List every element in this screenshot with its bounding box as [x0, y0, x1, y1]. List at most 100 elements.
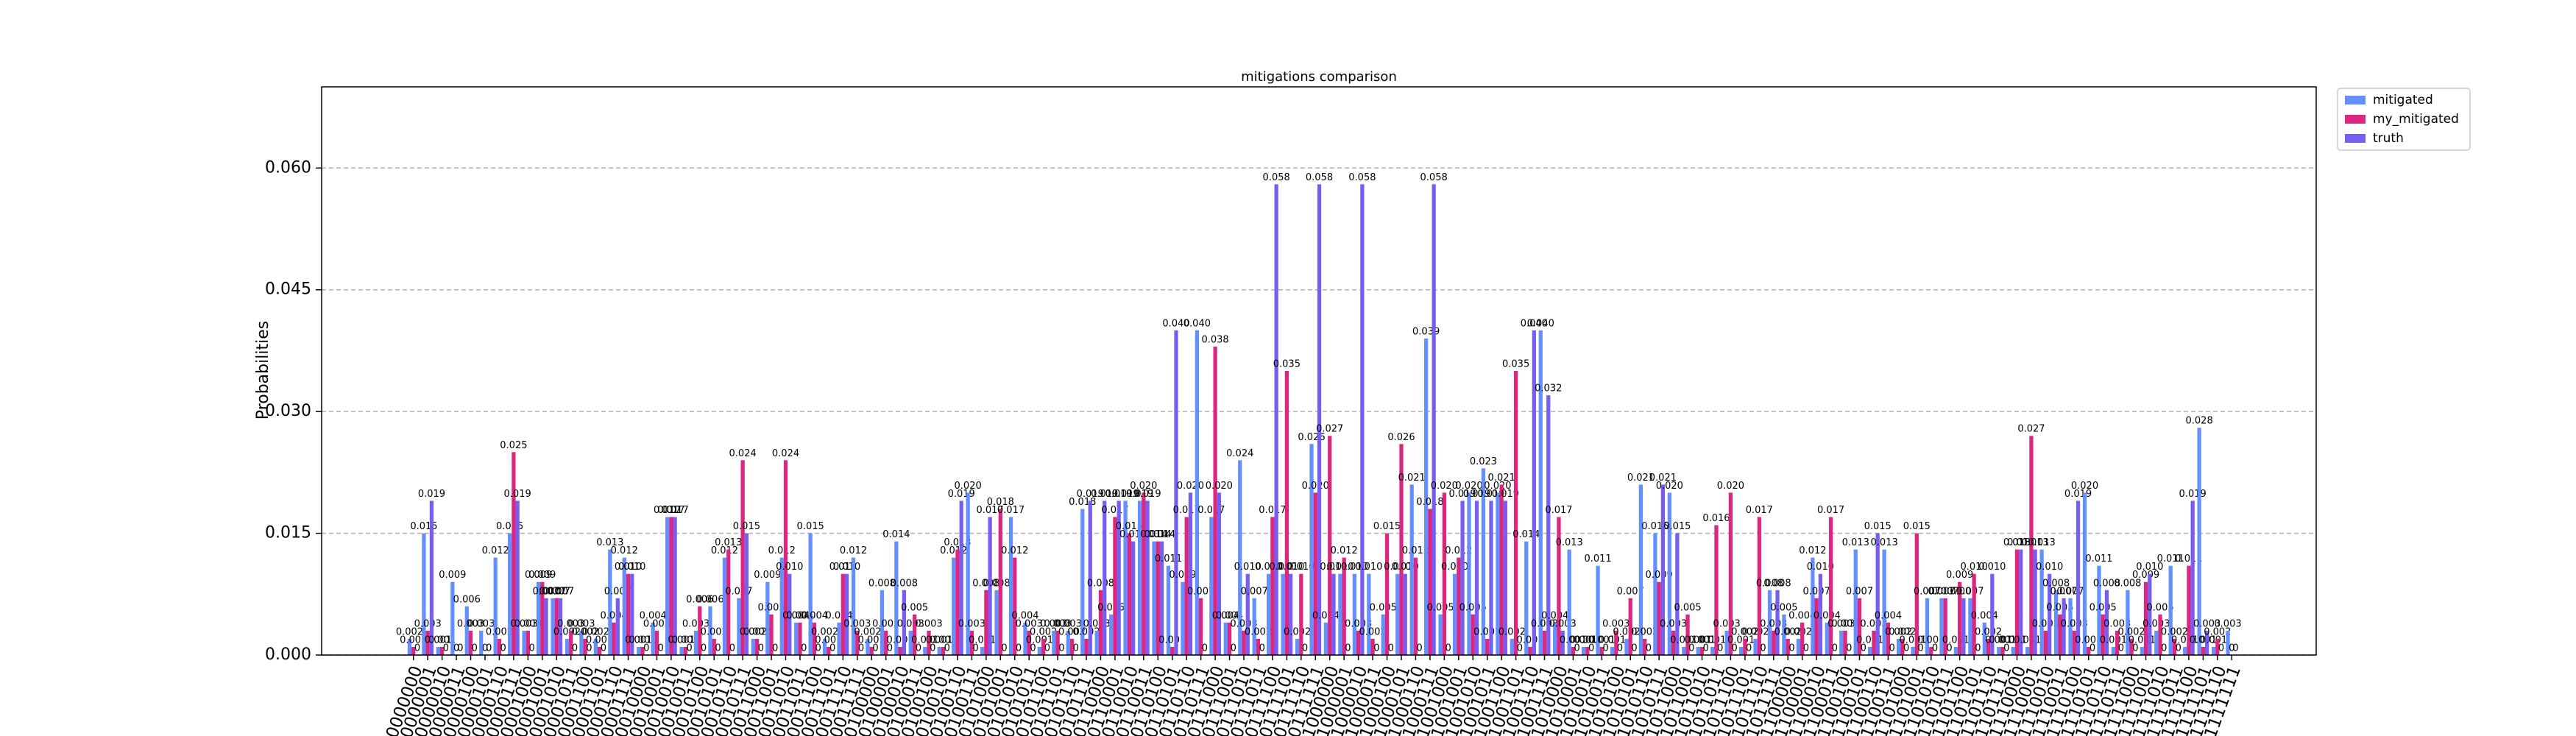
bar	[959, 500, 963, 655]
bar	[1213, 346, 1217, 655]
data-label: 0.010	[1961, 562, 1988, 573]
data-label: 0.007	[532, 586, 559, 597]
data-label: 0.001	[668, 634, 695, 645]
data-label: 0.001	[1588, 634, 1616, 645]
data-label: 0.014	[1140, 529, 1167, 540]
data-label: 0.021	[1627, 473, 1655, 484]
bar	[468, 630, 473, 655]
data-label: 0.002	[486, 626, 513, 637]
data-label: 0.003	[514, 618, 542, 629]
data-label: 0.011	[2085, 553, 2112, 565]
bar	[902, 590, 907, 655]
bar	[640, 646, 645, 655]
bar	[1384, 533, 1390, 655]
data-label: 0.004	[786, 610, 813, 621]
legend-label: truth	[2373, 131, 2404, 146]
data-label: 0.002	[1785, 626, 1812, 637]
bar	[1457, 557, 1461, 655]
data-label: 0.002	[1631, 626, 1658, 637]
data-label: 0.020	[1177, 481, 1204, 492]
bar	[1775, 590, 1780, 655]
legend-label: my_mitigated	[2373, 112, 2459, 127]
bar	[941, 646, 946, 655]
data-label: 0	[572, 643, 578, 654]
bar	[808, 533, 813, 655]
bar	[2172, 638, 2177, 655]
data-label: 0.007	[539, 586, 566, 597]
y-tick-label: 0.015	[265, 524, 311, 542]
data-label: 0.002	[811, 626, 838, 637]
bar	[1724, 630, 1729, 655]
data-label: 0	[414, 643, 420, 654]
data-label: 0	[1803, 643, 1809, 654]
data-label: 0.020	[1431, 481, 1458, 492]
data-label: 0.015	[1116, 521, 1143, 532]
bar	[2148, 573, 2152, 655]
data-label: 0.006	[453, 594, 481, 605]
data-label: 0.035	[1502, 359, 1529, 370]
data-label: 0.038	[1201, 334, 1228, 345]
data-label: 0.001	[400, 634, 427, 645]
data-label: 0.017	[662, 505, 689, 516]
data-label: 0	[1202, 643, 1208, 654]
data-label: 0.010	[829, 562, 857, 573]
data-label: 0.007	[1914, 586, 1941, 597]
data-label: 0	[758, 643, 764, 654]
bar	[1513, 371, 1518, 655]
bar	[1338, 573, 1342, 655]
data-label: 0.009	[439, 570, 466, 581]
bar	[1696, 646, 1700, 655]
data-label: 0.001	[2100, 634, 2127, 645]
bar	[1199, 598, 1203, 655]
data-label: 0	[1345, 643, 1351, 654]
data-label: 0.040	[1527, 318, 1554, 329]
data-label: 0.010	[1384, 562, 1411, 573]
data-label: 0.002	[1774, 626, 1802, 637]
bar	[479, 630, 484, 655]
bar	[980, 646, 985, 655]
data-label: 0	[1044, 643, 1050, 654]
data-label: 0	[801, 643, 807, 654]
data-label: 0.002	[1473, 626, 1501, 637]
bar	[626, 573, 631, 655]
data-label: 0.015	[1903, 521, 1931, 532]
data-label: 0	[1231, 643, 1236, 654]
bar	[908, 630, 913, 655]
bar	[1968, 598, 1972, 655]
bar	[1929, 646, 1933, 655]
bar	[615, 598, 620, 655]
data-label: 0	[858, 643, 864, 654]
bar	[464, 606, 469, 655]
bar	[1911, 646, 1915, 655]
data-label: 0	[2118, 643, 2124, 654]
bar	[1452, 573, 1457, 655]
bar	[1037, 646, 1042, 655]
bar	[2082, 492, 2087, 655]
bar	[937, 646, 941, 655]
data-label: 0.008	[2114, 578, 2141, 589]
bar	[1055, 630, 1060, 655]
data-label: 0.019	[1492, 489, 1519, 500]
data-label: 0	[887, 643, 893, 654]
bar	[1195, 330, 1200, 655]
bar	[751, 638, 755, 655]
bar	[844, 573, 849, 655]
bar	[2072, 630, 2076, 655]
data-label: 0.014	[1144, 529, 1172, 540]
bar	[693, 630, 698, 655]
bar	[912, 614, 917, 655]
data-label: 0	[1016, 643, 1022, 654]
data-label: 0.013	[596, 537, 623, 548]
bar	[583, 638, 587, 655]
bar	[1174, 330, 1178, 655]
bar	[1628, 598, 1632, 655]
bar	[1395, 573, 1400, 655]
data-label: 0.012	[840, 545, 867, 556]
bar	[1342, 557, 1346, 655]
bar	[1181, 581, 1185, 655]
bar	[708, 606, 712, 655]
bar	[712, 638, 716, 655]
data-label: 0.021	[1488, 473, 1515, 484]
bar	[2062, 598, 2066, 655]
data-label: 0	[1388, 643, 1394, 654]
